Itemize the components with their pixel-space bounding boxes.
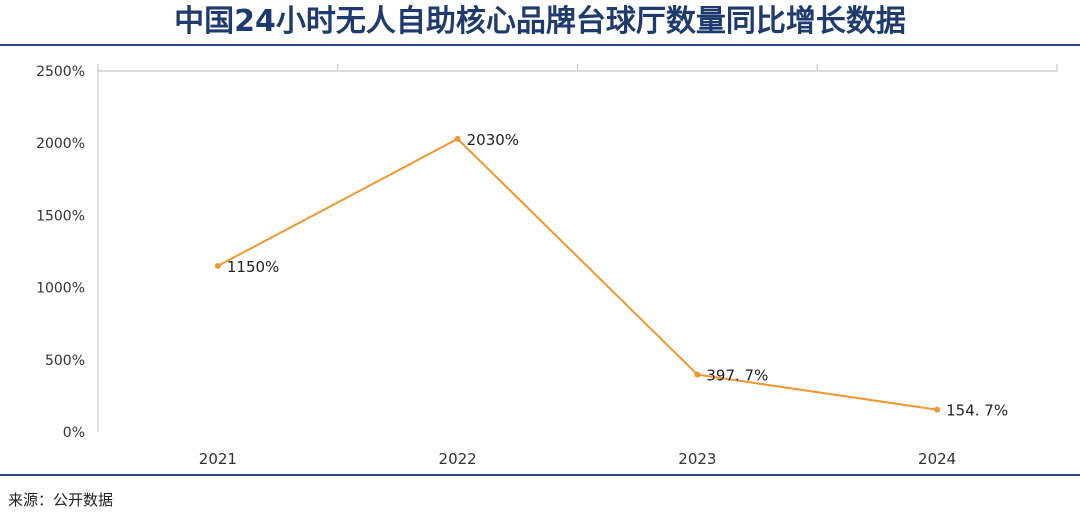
footer-rule <box>0 474 1080 476</box>
data-point <box>694 371 701 378</box>
line-chart: 0% 500% 1000% 1500% 2000% 2500% 2021 2022 2023 20… <box>36 64 1058 468</box>
y-tick-label: 2500% <box>36 64 85 80</box>
data-point <box>454 135 461 142</box>
series-line <box>217 137 938 411</box>
data-label: 1150% <box>227 258 279 276</box>
data-label: 2030% <box>467 131 519 149</box>
data-point <box>214 262 221 269</box>
x-tick-label: 2022 <box>439 450 477 468</box>
y-tick-label: 0% <box>63 425 85 441</box>
x-tick-label: 2021 <box>199 450 237 468</box>
y-tick-label: 2000% <box>36 136 85 152</box>
title-underline <box>0 44 1080 46</box>
y-tick-label: 500% <box>45 353 85 369</box>
chart-title: 中国24小时无人自助核心品牌台球厅数量同比增长数据 <box>174 4 906 39</box>
source-note: 来源：公开数据 <box>8 491 114 509</box>
data-label: 397. 7% <box>706 367 768 385</box>
data-point <box>934 406 941 413</box>
data-label: 154. 7% <box>946 402 1008 420</box>
x-tick-label: 2023 <box>678 450 716 468</box>
x-tick-label: 2024 <box>918 450 956 468</box>
y-tick-label: 1500% <box>36 208 85 224</box>
y-tick-label: 1000% <box>36 281 85 297</box>
